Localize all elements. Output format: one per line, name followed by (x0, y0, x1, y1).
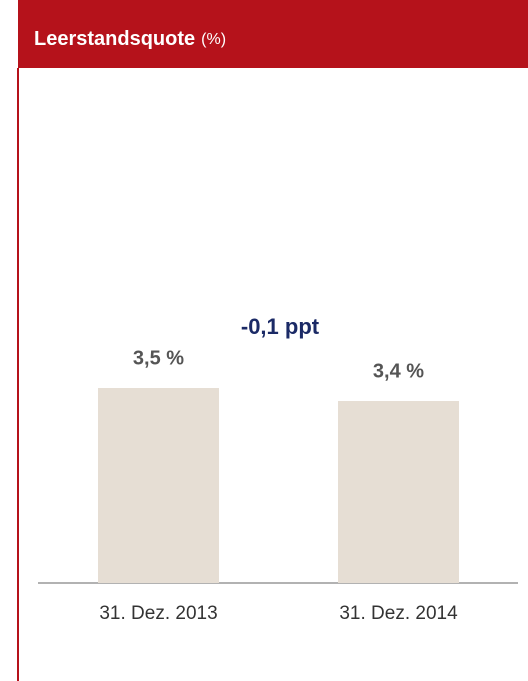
bar (338, 401, 459, 583)
left-border (17, 68, 19, 681)
title: Leerstandsquote (34, 28, 195, 50)
value-label: 3,4 % (373, 360, 424, 382)
annotation: -0,1 ppt (241, 314, 320, 339)
bar (98, 388, 219, 583)
header-band (18, 0, 528, 68)
x-tick-label: 31. Dez. 2014 (339, 603, 458, 624)
x-tick-label: 31. Dez. 2013 (99, 603, 217, 624)
value-label: 3,5 % (133, 347, 184, 369)
chart-title: Leerstandsquote (%) (34, 28, 226, 50)
subtitle: (%) (201, 31, 226, 48)
